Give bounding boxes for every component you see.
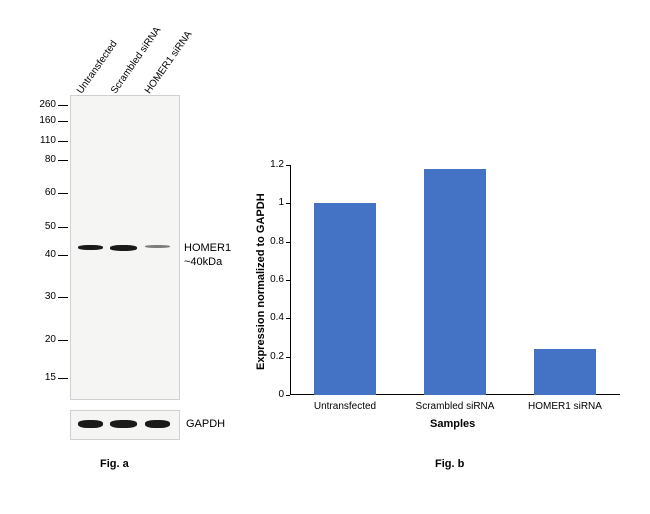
gapdh-band (110, 420, 137, 428)
homer1-kda-label: ~40kDa (184, 256, 222, 268)
y-axis-line (290, 165, 291, 395)
mw-marker-tick (58, 255, 68, 256)
mw-marker-tick (58, 121, 68, 122)
homer1-protein-label: HOMER1 (184, 242, 231, 254)
mw-marker-label: 50 (28, 221, 56, 232)
mw-marker-tick (58, 160, 68, 161)
gapdh-protein-label: GAPDH (186, 418, 225, 430)
homer1-band (78, 245, 103, 250)
x-tick-label: HOMER1 siRNA (520, 401, 610, 412)
figure-a-western-blot: Untransfected Scrambled siRNA HOMER1 siR… (0, 0, 235, 514)
y-tick (286, 357, 290, 358)
y-tick (286, 242, 290, 243)
mw-marker-label: 160 (28, 115, 56, 126)
mw-marker-label: 15 (28, 372, 56, 383)
mw-marker-label: 20 (28, 334, 56, 345)
mw-marker-tick (58, 141, 68, 142)
x-tick-label: Scrambled siRNA (410, 401, 500, 412)
bar (534, 349, 596, 395)
bar (424, 169, 486, 395)
y-tick-label: 1.2 (262, 159, 284, 170)
figure-a-caption: Fig. a (100, 458, 129, 470)
homer1-band (145, 245, 170, 248)
mw-marker-tick (58, 227, 68, 228)
y-tick-label: 1 (262, 197, 284, 208)
y-tick (286, 318, 290, 319)
x-axis-title: Samples (430, 418, 475, 430)
mw-marker-tick (58, 340, 68, 341)
mw-marker-tick (58, 105, 68, 106)
mw-marker-label: 260 (28, 99, 56, 110)
mw-marker-tick (58, 297, 68, 298)
y-tick (286, 280, 290, 281)
y-tick-label: 0.6 (262, 274, 284, 285)
figure-b-bar-chart: Expression normalized to GAPDH 00.20.40.… (235, 0, 650, 514)
y-tick (286, 165, 290, 166)
gapdh-band (145, 420, 170, 428)
gapdh-band (78, 420, 103, 428)
chart-plot-area: 00.20.40.60.811.2 UntransfectedScrambled… (290, 165, 620, 395)
mw-marker-tick (58, 378, 68, 379)
figure-b-caption: Fig. b (435, 458, 464, 470)
bar (314, 203, 376, 395)
homer1-band (110, 245, 137, 251)
mw-marker-label: 30 (28, 291, 56, 302)
mw-marker-label: 60 (28, 187, 56, 198)
mw-marker-label: 110 (28, 135, 56, 146)
x-tick-label: Untransfected (300, 401, 390, 412)
y-tick-label: 0.2 (262, 351, 284, 362)
mw-marker-label: 40 (28, 249, 56, 260)
lane-labels: Untransfected Scrambled siRNA HOMER1 siR… (70, 38, 180, 98)
y-tick-label: 0.8 (262, 236, 284, 247)
mw-marker-label: 80 (28, 154, 56, 165)
y-tick (286, 395, 290, 396)
y-tick-label: 0 (262, 389, 284, 400)
y-tick-label: 0.4 (262, 312, 284, 323)
mw-marker-tick (58, 193, 68, 194)
y-tick (286, 203, 290, 204)
